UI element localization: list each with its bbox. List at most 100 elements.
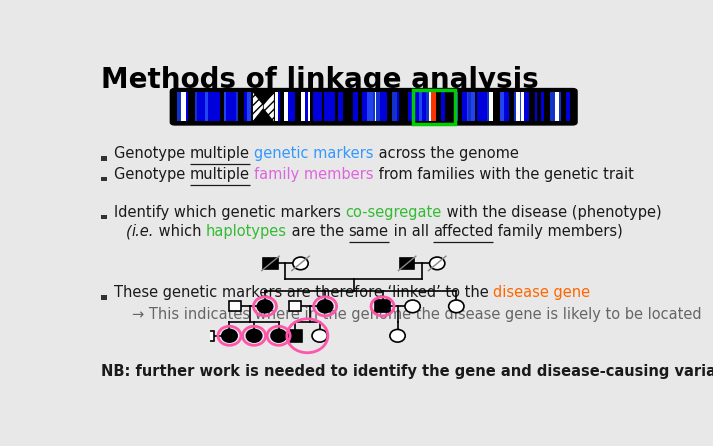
Text: from families with the genetic trait: from families with the genetic trait — [374, 167, 634, 182]
Bar — [478, 92, 483, 121]
Circle shape — [405, 300, 420, 313]
Bar — [101, 215, 107, 219]
Bar — [332, 92, 335, 121]
Bar — [226, 92, 231, 121]
Bar — [399, 92, 401, 121]
Bar — [263, 257, 277, 269]
Text: haplotypes: haplotypes — [206, 224, 287, 239]
Text: disease gene: disease gene — [493, 285, 590, 300]
Bar — [367, 92, 370, 121]
Bar — [343, 92, 349, 121]
Bar — [237, 92, 244, 121]
Bar — [370, 92, 373, 121]
Bar — [288, 330, 302, 342]
Bar — [382, 92, 387, 121]
Circle shape — [312, 330, 327, 342]
Text: across the genome: across the genome — [374, 146, 519, 161]
Text: with the disease (phenotype): with the disease (phenotype) — [442, 205, 662, 219]
Bar — [186, 92, 188, 121]
Bar — [275, 92, 278, 121]
Bar — [523, 92, 526, 121]
Bar — [313, 92, 316, 121]
Bar — [101, 177, 107, 181]
Bar — [212, 92, 217, 121]
Bar — [335, 92, 339, 121]
Bar — [101, 156, 107, 161]
Text: Identify which genetic markers: Identify which genetic markers — [114, 205, 346, 219]
Text: same: same — [349, 224, 389, 239]
Bar — [429, 92, 433, 121]
Bar — [414, 92, 419, 121]
Bar — [487, 92, 489, 121]
Bar — [310, 92, 313, 121]
Bar — [533, 92, 535, 121]
Bar — [566, 92, 570, 121]
Bar — [353, 92, 358, 121]
Bar — [498, 92, 500, 121]
Bar — [408, 92, 412, 121]
Bar — [101, 295, 107, 300]
Bar — [454, 92, 458, 121]
Bar — [316, 92, 318, 121]
Bar — [422, 92, 426, 121]
Circle shape — [429, 257, 445, 270]
Bar — [547, 92, 550, 121]
Bar — [475, 92, 478, 121]
Bar — [387, 92, 391, 121]
Bar — [244, 92, 247, 121]
Text: family members): family members) — [493, 224, 623, 239]
Polygon shape — [252, 91, 263, 122]
Bar — [349, 92, 353, 121]
Bar — [289, 92, 294, 121]
Text: co-segregate: co-segregate — [346, 205, 442, 219]
Text: → This indicates where in the genome the disease gene is likely to be located: → This indicates where in the genome the… — [132, 307, 702, 322]
Bar — [450, 92, 454, 121]
Bar — [514, 92, 516, 121]
Bar — [403, 92, 408, 121]
Bar — [504, 92, 509, 121]
Bar — [391, 92, 396, 121]
Bar — [177, 92, 180, 121]
Text: multiple: multiple — [190, 146, 250, 161]
Bar — [229, 301, 241, 311]
Bar — [483, 92, 487, 121]
Bar — [520, 92, 521, 121]
Bar — [544, 92, 547, 121]
Bar — [555, 92, 559, 121]
Bar — [318, 92, 322, 121]
Bar — [278, 92, 279, 121]
Bar — [362, 92, 367, 121]
Bar — [328, 92, 332, 121]
Bar — [540, 92, 544, 121]
Bar — [526, 92, 529, 121]
Text: are the: are the — [287, 224, 349, 239]
Bar — [324, 92, 328, 121]
Circle shape — [448, 300, 464, 313]
Bar — [535, 92, 537, 121]
Bar — [188, 92, 190, 121]
Bar — [400, 257, 414, 269]
Bar — [412, 92, 414, 121]
Bar — [489, 92, 493, 121]
Bar — [235, 92, 237, 121]
Bar — [441, 92, 445, 121]
Bar — [497, 92, 498, 121]
Bar — [224, 92, 226, 121]
Circle shape — [247, 330, 262, 342]
Bar — [373, 92, 375, 121]
Bar — [339, 92, 343, 121]
Bar — [509, 92, 514, 121]
FancyBboxPatch shape — [170, 89, 577, 125]
Bar — [208, 92, 212, 121]
Bar — [516, 92, 520, 121]
Bar — [375, 92, 376, 121]
Text: affected: affected — [434, 224, 493, 239]
Bar — [376, 301, 389, 312]
Text: Genotype: Genotype — [114, 146, 190, 161]
Bar — [308, 92, 310, 121]
Polygon shape — [263, 91, 275, 122]
Bar — [462, 92, 467, 121]
Bar — [468, 92, 471, 121]
Bar — [529, 92, 533, 121]
Text: Methods of linkage analysis: Methods of linkage analysis — [101, 66, 539, 94]
